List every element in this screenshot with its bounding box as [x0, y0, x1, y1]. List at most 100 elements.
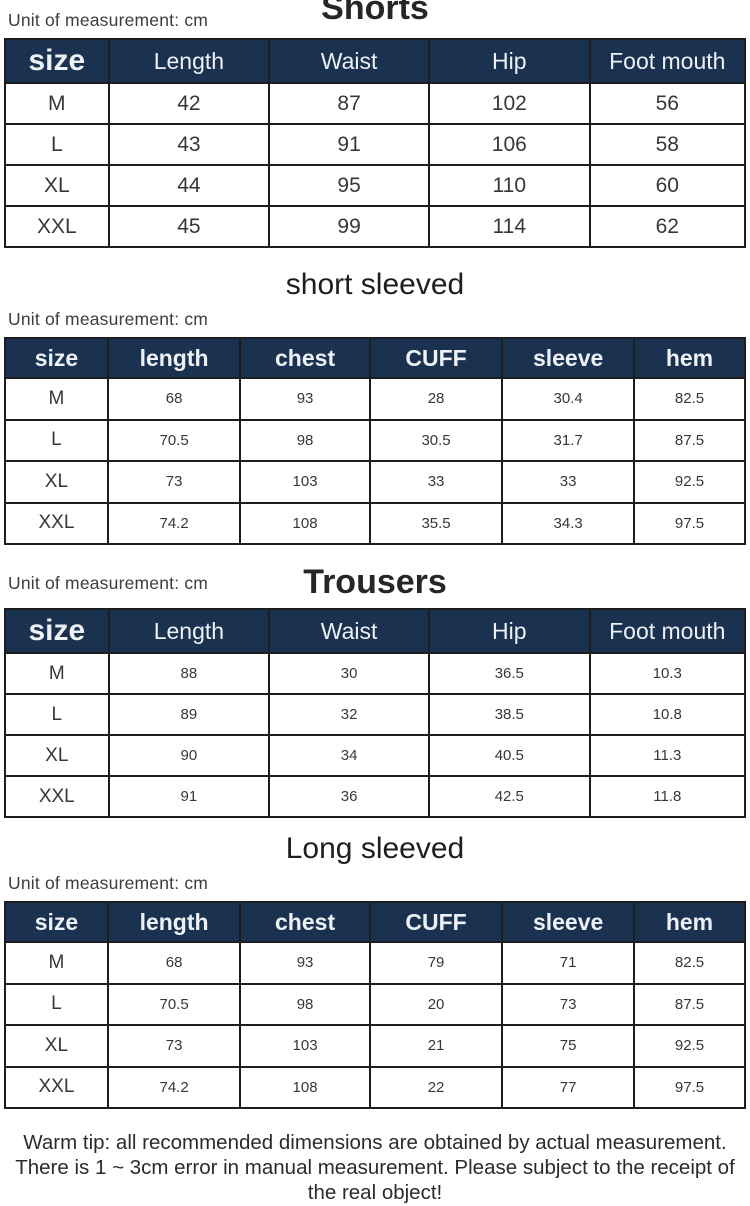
warm-tip-line: Warm tip: all recommended dimensions are… — [23, 1131, 727, 1154]
measurement-cell: 74.2 — [106, 501, 242, 545]
unit-label: Unit of measurement: cm — [8, 573, 209, 593]
column-header: Foot mouth — [588, 608, 747, 654]
measurement-cell: 92.5 — [632, 460, 747, 504]
column-header: sleeve — [501, 337, 635, 379]
measurement-cell: 42 — [107, 82, 271, 125]
measurement-cell: 34.3 — [501, 501, 635, 545]
measurement-cell: 30 — [268, 652, 430, 695]
column-header: hem — [632, 337, 747, 379]
table-row: XL 73 103 21 75 92.5 — [4, 1024, 747, 1068]
column-header: chest — [239, 337, 371, 379]
measurement-cell: 97.5 — [632, 501, 747, 545]
table-row: L 70.5 98 30.5 31.7 87.5 — [4, 418, 747, 462]
measurement-cell: 92.5 — [632, 1024, 747, 1068]
column-header: Hip — [428, 38, 591, 84]
column-header: length — [106, 901, 242, 943]
measurement-cell: 74.2 — [106, 1065, 242, 1109]
measurement-cell: 91 — [107, 775, 271, 818]
measurement-cell: 103 — [239, 460, 371, 504]
warm-tip-line: the real object! — [307, 1181, 443, 1204]
measurement-cell: 103 — [239, 1024, 371, 1068]
measurement-cell: 73 — [501, 982, 635, 1026]
measurement-cell: 28 — [368, 377, 504, 421]
measurement-cell: 21 — [368, 1024, 504, 1068]
measurement-cell: 10.8 — [588, 693, 747, 736]
measurement-cell: 68 — [106, 377, 242, 421]
size-cell: XL — [4, 1024, 109, 1068]
section-trousers-header: Unit of measurement: cm Trousers — [0, 557, 750, 601]
measurement-cell: 35.5 — [368, 501, 504, 545]
measurement-cell: 20 — [368, 982, 504, 1026]
measurement-cell: 33 — [368, 460, 504, 504]
measurement-cell: 108 — [239, 501, 371, 545]
measurement-cell: 11.3 — [588, 734, 747, 777]
size-cell: M — [4, 82, 110, 125]
measurement-cell: 77 — [501, 1065, 635, 1109]
warm-tip-note: Warm tip: all recommended dimensions are… — [0, 1130, 750, 1205]
size-cell: XXL — [4, 1065, 109, 1109]
measurement-cell: 70.5 — [106, 982, 242, 1026]
unit-label: Unit of measurement: cm — [8, 10, 209, 30]
column-header: Waist — [268, 608, 430, 654]
measurement-cell: 11.8 — [588, 775, 747, 818]
measurement-cell: 90 — [107, 734, 271, 777]
measurement-cell: 98 — [239, 982, 371, 1026]
measurement-cell: 82.5 — [632, 941, 747, 985]
measurement-cell: 40.5 — [428, 734, 591, 777]
column-header: size — [4, 38, 110, 84]
column-header: length — [106, 337, 242, 379]
column-header: Foot mouth — [588, 38, 747, 84]
measurement-cell: 75 — [501, 1024, 635, 1068]
measurement-cell: 73 — [106, 1024, 242, 1068]
size-cell: XL — [4, 460, 109, 504]
measurement-cell: 87.5 — [632, 982, 747, 1026]
measurement-cell: 62 — [588, 205, 747, 248]
warm-tip-line: There is 1 ~ 3cm error in manual measure… — [15, 1156, 735, 1179]
size-cell: L — [4, 418, 109, 462]
measurement-cell: 10.3 — [588, 652, 747, 695]
column-header: CUFF — [368, 901, 504, 943]
column-header: size — [4, 337, 109, 379]
measurement-cell: 102 — [428, 82, 591, 125]
measurement-cell: 22 — [368, 1065, 504, 1109]
size-cell: XXL — [4, 775, 110, 818]
size-cell: XXL — [4, 501, 109, 545]
table-row: XL 90 34 40.5 11.3 — [4, 734, 747, 777]
unit-label: Unit of measurement: cm — [8, 873, 209, 893]
measurement-cell: 71 — [501, 941, 635, 985]
table-row: XXL 91 36 42.5 11.8 — [4, 775, 747, 818]
shorts-size-table: size Length Waist Hip Foot mouth M 42 87 102 56 L 4… — [4, 38, 747, 248]
table-row: L 89 32 38.5 10.8 — [4, 693, 747, 736]
column-header: chest — [239, 901, 371, 943]
column-header: Hip — [428, 608, 591, 654]
measurement-cell: 45 — [107, 205, 271, 248]
measurement-cell: 30.4 — [501, 377, 635, 421]
table-row: XXL 74.2 108 35.5 34.3 97.5 — [4, 501, 747, 545]
header-row: size Length Waist Hip Foot mouth — [4, 38, 747, 84]
measurement-cell: 38.5 — [428, 693, 591, 736]
table-row: M 42 87 102 56 — [4, 82, 747, 125]
section-title-shorts: Shorts — [321, 0, 429, 27]
header-row: size length chest CUFF sleeve hem — [4, 337, 747, 379]
measurement-cell: 73 — [106, 460, 242, 504]
column-header: Length — [107, 608, 271, 654]
measurement-cell: 30.5 — [368, 418, 504, 462]
size-cell: XL — [4, 164, 110, 207]
measurement-cell: 89 — [107, 693, 271, 736]
column-header: Waist — [268, 38, 430, 84]
column-header: size — [4, 608, 110, 654]
measurement-cell: 82.5 — [632, 377, 747, 421]
measurement-cell: 95 — [268, 164, 430, 207]
header-row: size length chest CUFF sleeve hem — [4, 901, 747, 943]
section-title-long-sleeved: Long sleeved — [285, 832, 465, 865]
measurement-cell: 98 — [239, 418, 371, 462]
measurement-cell: 97.5 — [632, 1065, 747, 1109]
size-cell: L — [4, 982, 109, 1026]
column-header: CUFF — [368, 337, 504, 379]
measurement-cell: 110 — [428, 164, 591, 207]
measurement-cell: 88 — [107, 652, 271, 695]
column-header: hem — [632, 901, 747, 943]
table-row: XXL 45 99 114 62 — [4, 205, 747, 248]
section-shorts-header: Unit of measurement: cm Shorts — [0, 0, 750, 38]
